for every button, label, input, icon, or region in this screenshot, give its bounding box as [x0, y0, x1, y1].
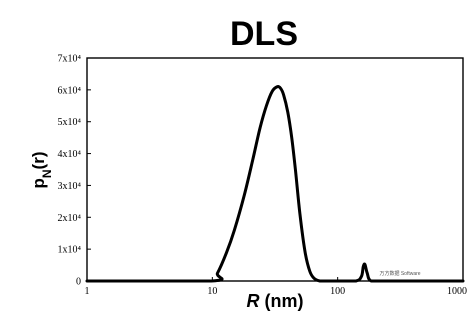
y-tick-label: 7x10⁴: [58, 54, 82, 65]
y-axis-label-arg: (r): [29, 151, 48, 169]
x-axis-label: R (nm): [247, 291, 304, 311]
plot-frame: [86, 57, 464, 282]
y-tick-label: 0: [76, 277, 81, 288]
x-tick-label: 10: [207, 286, 217, 297]
chart-title: DLS: [230, 15, 298, 53]
y-tick-label: 3x10⁴: [58, 181, 82, 192]
y-tick-label: 4x10⁴: [58, 149, 82, 160]
x-axis: 1 10 100 1000: [85, 277, 467, 297]
y-axis-label-main: p: [29, 178, 48, 188]
x-axis-label-symbol: R: [247, 291, 260, 311]
y-axis: 0 1x10⁴ 2x10⁴ 3x10⁴ 4x10⁴ 5x10⁴ 6x10⁴ 7x10⁴: [58, 54, 91, 288]
y-axis-label-sub: N: [40, 169, 54, 178]
x-tick-label: 100: [330, 286, 345, 297]
distribution-curve: [85, 85, 465, 283]
y-tick-label: 2x10⁴: [58, 213, 82, 224]
x-tick-label: 1000: [447, 286, 467, 297]
y-tick-label: 1x10⁴: [58, 245, 82, 256]
y-axis-label: pN(r): [29, 151, 54, 188]
watermark-text: 万方数据 Software: [379, 270, 420, 277]
y-tick-label: 6x10⁴: [58, 85, 82, 96]
x-axis-label-unit: (nm): [260, 291, 304, 311]
y-tick-label: 5x10⁴: [58, 117, 82, 128]
x-tick-label: 1: [85, 286, 90, 297]
